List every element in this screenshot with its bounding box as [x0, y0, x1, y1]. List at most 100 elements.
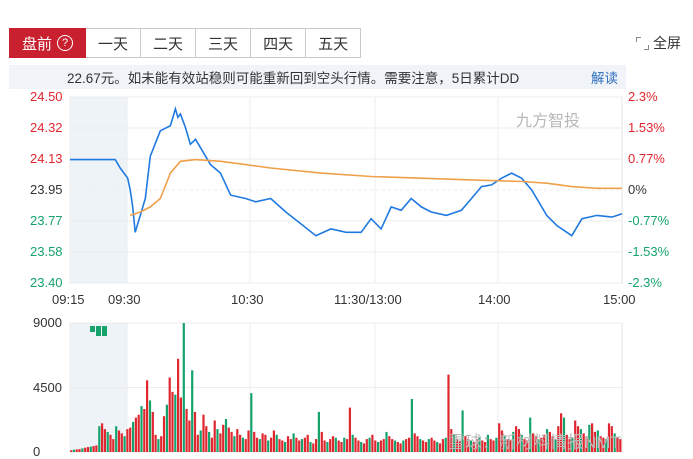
volume-bar	[416, 436, 419, 452]
volume-bar	[109, 434, 112, 452]
volume-bar	[576, 426, 580, 452]
y-tick-left: 24.32	[30, 120, 63, 135]
premarket-volume-bar	[96, 326, 101, 336]
volume-bar	[230, 431, 233, 452]
volume-bar	[540, 437, 543, 452]
volume-bar	[255, 437, 259, 452]
period-tabs: 盘前? 一天 二天 三天 四天 五天	[9, 28, 362, 58]
watermark: 九方智投	[516, 113, 581, 130]
volume-bar	[162, 416, 166, 452]
volume-bar	[503, 436, 506, 452]
volume-bar	[562, 417, 566, 452]
interpret-link[interactable]: 解读	[583, 67, 626, 87]
volume-bar	[602, 437, 605, 452]
volume-bar	[354, 437, 357, 452]
volume-bar	[286, 436, 290, 452]
volume-bar	[272, 430, 275, 452]
y-tick-right: 1.53%	[628, 120, 665, 135]
volume-bar	[351, 434, 354, 452]
volume-bar	[78, 449, 81, 452]
volume-bar	[419, 439, 422, 452]
volume-bar	[199, 430, 202, 452]
footer-watermark: 雪球：新材料情报NMT	[448, 433, 621, 452]
volume-bar	[281, 440, 284, 452]
volume-bar	[86, 447, 90, 452]
volume-bar	[171, 391, 174, 452]
volume-bar	[393, 440, 397, 452]
volume-bar	[340, 442, 343, 452]
y-tick-right: -0.77%	[628, 213, 670, 228]
volume-bar	[154, 434, 157, 452]
volume-bar	[177, 358, 180, 452]
volume-bar	[557, 426, 560, 452]
tab-1[interactable]: 一天	[86, 28, 142, 58]
volume-bar	[382, 439, 385, 452]
volume-bar	[106, 431, 109, 452]
volume-bar	[616, 437, 619, 452]
volume-bar	[464, 436, 467, 452]
premarket-volume-bar	[102, 326, 107, 336]
volume-y-tick: 9000	[33, 315, 62, 330]
tab-3[interactable]: 三天	[196, 28, 252, 58]
volume-bar	[523, 439, 526, 452]
volume-bar	[529, 417, 532, 452]
volume-bar	[244, 439, 247, 452]
volume-bar	[526, 440, 529, 452]
tab-4[interactable]: 四天	[251, 28, 307, 58]
volume-bar	[492, 440, 495, 452]
volume-bar	[89, 446, 92, 452]
volume-bar	[132, 421, 135, 452]
premarket-volume-bar	[90, 326, 95, 332]
volume-bar	[374, 440, 377, 452]
volume-bar	[534, 436, 537, 452]
tab-5[interactable]: 五天	[306, 28, 362, 58]
x-tick: 14:00	[478, 292, 511, 307]
volume-bar	[196, 434, 199, 452]
help-icon[interactable]: ?	[57, 35, 74, 51]
tab-0[interactable]: 盘前?	[9, 28, 87, 58]
volume-bar	[568, 439, 571, 452]
volume-bar	[70, 450, 73, 452]
volume-bar	[610, 426, 613, 452]
volume-bar	[515, 426, 518, 452]
volume-bar	[472, 442, 475, 452]
fullscreen-button[interactable]: 全屏	[636, 33, 681, 53]
notice-text: 22.67元。如未能有效站稳则可能重新回到空头行情。需要注意，5日累计DD	[67, 71, 520, 86]
x-tick: 11:30/13:00	[334, 292, 402, 307]
volume-bar	[284, 442, 287, 452]
volume-bar	[585, 436, 588, 452]
volume-bar	[360, 442, 363, 452]
y-tick-left: 24.50	[30, 89, 63, 104]
volume-bar	[264, 434, 267, 452]
volume-bar	[151, 411, 154, 452]
volume-bar	[498, 423, 501, 452]
volume-bar	[185, 409, 188, 452]
volume-bar	[123, 436, 126, 452]
volume-bar	[137, 414, 140, 452]
volume-bar	[148, 400, 152, 452]
volume-bar	[95, 445, 98, 452]
volume-bar	[343, 437, 346, 452]
tab-label: 二天	[153, 35, 184, 53]
volume-bar	[236, 429, 239, 452]
volume-bar	[72, 449, 75, 452]
volume-bar	[424, 442, 428, 452]
volume-bar	[607, 423, 611, 452]
volume-bar	[261, 433, 264, 452]
volume-bar	[239, 434, 242, 452]
volume-bar	[489, 439, 492, 452]
volume-bar	[202, 414, 205, 452]
volume-bar	[298, 440, 301, 452]
notice-bar: 22.67元。如未能有效站稳则可能重新回到空头行情。需要注意，5日累计DD 解读	[9, 65, 626, 89]
volume-bar	[365, 439, 368, 452]
volume-bar	[300, 439, 304, 452]
volume-bar	[385, 431, 388, 452]
volume-bar	[512, 431, 515, 452]
volume-bar	[75, 449, 78, 452]
y-tick-right: -1.53%	[628, 244, 670, 259]
volume-bar	[596, 430, 599, 452]
tab-2[interactable]: 二天	[141, 28, 197, 58]
volume-bar	[447, 374, 450, 452]
volume-bar	[275, 434, 278, 452]
tab-label: 五天	[318, 35, 349, 53]
